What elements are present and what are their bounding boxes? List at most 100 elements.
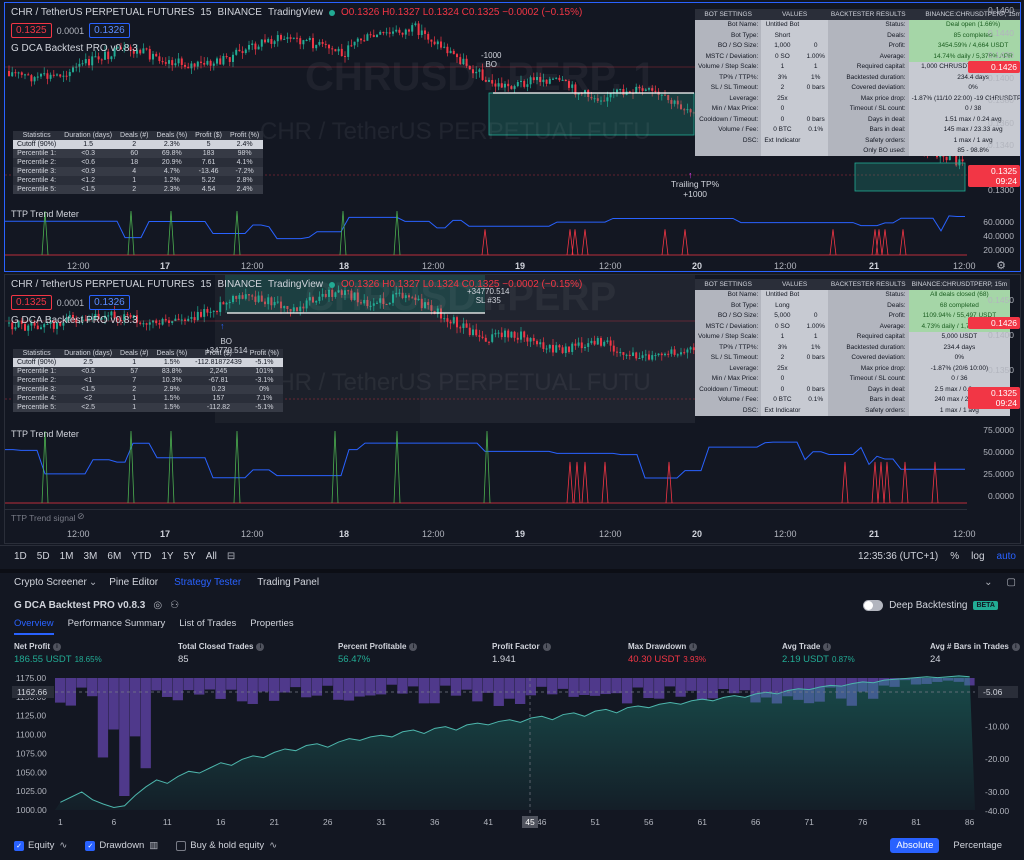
- symbol-legend[interactable]: CHR / TetherUS PERPETUAL FUTURES 15 BINA…: [11, 279, 582, 290]
- chart-pane-2[interactable]: ↑ CHRUSDT.PERP CHR / TetherUS PERPETUAL …: [4, 274, 1021, 544]
- candle-body: [43, 324, 46, 328]
- tab-strategy-tester[interactable]: Strategy Tester: [174, 576, 242, 588]
- strategy-name[interactable]: G DCA Backtest PRO v0.8.3: [14, 600, 146, 611]
- auto-toggle[interactable]: auto: [996, 551, 1016, 562]
- stats-cell: 1: [116, 358, 153, 367]
- subtab-properties[interactable]: Properties: [250, 618, 294, 629]
- log-toggle[interactable]: log: [971, 551, 985, 562]
- chevron-down-icon[interactable]: ⌄: [984, 576, 993, 588]
- candle-body: [257, 46, 260, 50]
- stats-header-cell: Deals (%): [152, 131, 192, 140]
- range-3m[interactable]: 3M: [83, 551, 98, 562]
- symbol-name[interactable]: CHR / TetherUS PERPETUAL FUTURES: [11, 279, 195, 290]
- range-5d[interactable]: 5D: [36, 551, 50, 562]
- buy-button[interactable]: 0.1326: [89, 23, 130, 38]
- drawdown-bar: [258, 678, 269, 692]
- subtab-list-of-trades[interactable]: List of Trades: [179, 618, 237, 629]
- candle-body: [257, 295, 260, 302]
- ttp-label[interactable]: TTP Trend Meter: [11, 209, 79, 219]
- tab-trading-panel[interactable]: Trading Panel: [257, 576, 320, 588]
- deep-backtesting[interactable]: Deep Backtesting BETA: [863, 600, 998, 611]
- candle-body: [542, 79, 545, 83]
- time-scale-2[interactable]: 12:00 17 12:00 18 12:00 19 12:00 20 12:00 21 12:00: [5, 527, 976, 543]
- calendar-icon[interactable]: ⊟: [226, 551, 236, 562]
- info-icon[interactable]: i: [689, 642, 698, 651]
- settings-icon[interactable]: ◎: [153, 600, 163, 611]
- symbol-name[interactable]: CHR / TetherUS PERPETUAL FUTURES: [11, 7, 195, 18]
- time-scale-1[interactable]: 12:00 17 12:00 18 12:00 19 12:00 20 12:00 21 12:00: [5, 259, 976, 271]
- bt-cell: BO / SO Size:: [695, 310, 762, 321]
- price-scale-1[interactable]: 0.1460 0.1440 0.1420 0.1400 0.1380 0.1360 0.13…: [964, 3, 1020, 203]
- candle-body: [244, 294, 247, 299]
- price-chart-2[interactable]: ↑ CHRUSDT.PERP CHR / TetherUS PERPETUAL …: [5, 275, 1011, 475]
- range-1d[interactable]: 1D: [14, 551, 27, 562]
- tab-crypto-screener[interactable]: Crypto Screener: [14, 576, 87, 588]
- order-buttons[interactable]: 0.1325 0.0001 0.1326: [11, 23, 130, 38]
- info-icon[interactable]: i: [542, 642, 551, 651]
- metric-net-profit: Net Profit i 186.55 USDT 18.65%: [14, 642, 102, 665]
- price-chart-1[interactable]: ↑ CHRUSDT.PERP, 1 CHR / TetherUS PERPETU…: [5, 3, 1020, 203]
- chevron-down-icon[interactable]: ⌄: [88, 576, 98, 588]
- bottom-panel-tabs: Crypto Screener ⌄ Pine Editor Strategy Test…: [0, 569, 1024, 591]
- info-icon[interactable]: i: [256, 642, 265, 651]
- checkbox[interactable]: [176, 840, 187, 851]
- legend-drawdown[interactable]: ✓ Drawdown ▥: [85, 840, 158, 851]
- candle-body: [107, 51, 110, 60]
- equity-chart[interactable]: 1175.001150.001125.001100.001075.001050.…: [0, 674, 1024, 834]
- sell-button[interactable]: 0.1325: [11, 295, 52, 310]
- ttp-signal-pane[interactable]: TTP Trend signal ⊘: [5, 509, 967, 525]
- subtab-overview[interactable]: Overview: [14, 618, 54, 635]
- indicator-name[interactable]: G DCA Backtest PRO v0.8.3: [11, 43, 138, 54]
- deep-backtesting-toggle[interactable]: [863, 600, 884, 611]
- ttp-spike: [483, 430, 491, 504]
- maximize-icon[interactable]: ▢: [1006, 576, 1016, 588]
- checkbox[interactable]: ✓: [85, 840, 96, 851]
- drawdown-bar: [654, 678, 665, 699]
- range-all[interactable]: All: [205, 551, 217, 562]
- candle-body: [276, 35, 279, 42]
- series-style-icon[interactable]: ▥: [149, 840, 159, 851]
- indicator-name[interactable]: G DCA Backtest PRO v0.8.3: [11, 315, 138, 326]
- candle-body: [616, 89, 618, 93]
- range-6m[interactable]: 6M: [107, 551, 122, 562]
- legend-equity[interactable]: ✓ Equity ∿: [14, 840, 67, 851]
- range-5y[interactable]: 5Y: [183, 551, 196, 562]
- absolute-button[interactable]: Absolute: [890, 838, 940, 853]
- ttp-label[interactable]: TTP Trend Meter: [11, 429, 79, 439]
- checkbox[interactable]: ✓: [14, 840, 24, 851]
- buy-button[interactable]: 0.1326: [89, 295, 130, 310]
- percent-toggle[interactable]: %: [950, 551, 960, 562]
- sell-button[interactable]: 0.1325: [11, 23, 52, 38]
- symbol-legend[interactable]: CHR / TetherUS PERPETUAL FUTURES 15 BINA…: [11, 7, 582, 18]
- bt-cell: DSC:: [695, 405, 762, 416]
- order-buttons[interactable]: 0.1325 0.0001 0.1326: [11, 295, 130, 310]
- bt-header-cell: BOT SETTINGS: [695, 9, 762, 20]
- candle-body: [65, 75, 68, 77]
- info-icon[interactable]: i: [823, 642, 832, 651]
- info-icon[interactable]: i: [1011, 642, 1020, 651]
- candle-body: [523, 80, 526, 87]
- candle-body: [56, 74, 58, 76]
- clock[interactable]: 12:35:36 (UTC+1): [857, 551, 939, 562]
- range-1y[interactable]: 1Y: [161, 551, 174, 562]
- chart-pane-1[interactable]: ↑ CHRUSDT.PERP, 1 CHR / TetherUS PERPETU…: [4, 2, 1021, 272]
- source-code-icon[interactable]: ⚇: [170, 600, 180, 611]
- candle-body: [427, 302, 430, 305]
- percentage-button[interactable]: Percentage: [953, 840, 1002, 851]
- range-1m[interactable]: 1M: [59, 551, 74, 562]
- ttp-spike: [566, 229, 574, 256]
- price-scale-2[interactable]: 0.14500.14000.13500.13000.14260.132509:2…: [964, 275, 1020, 423]
- bt-cell: 1%: [803, 342, 828, 353]
- eye-off-icon[interactable]: ⊘: [77, 511, 85, 521]
- bt-cell: Covered deviation:: [827, 352, 909, 363]
- tab-pine-editor[interactable]: Pine Editor: [109, 576, 159, 588]
- series-style-icon[interactable]: ∿: [59, 840, 68, 851]
- series-style-icon[interactable]: ∿: [269, 840, 278, 851]
- info-icon[interactable]: i: [409, 642, 418, 651]
- info-icon[interactable]: i: [53, 642, 61, 651]
- subtab-performance-summary[interactable]: Performance Summary: [67, 618, 166, 629]
- candle-body: [187, 66, 190, 69]
- legend-buy-hold-equity[interactable]: Buy & hold equity ∿: [176, 840, 277, 851]
- settings-gear-icon[interactable]: ⚙: [996, 260, 1006, 272]
- range-ytd[interactable]: YTD: [131, 551, 152, 562]
